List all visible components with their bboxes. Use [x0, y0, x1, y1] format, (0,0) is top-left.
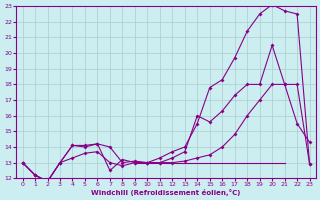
X-axis label: Windchill (Refroidissement éolien,°C): Windchill (Refroidissement éolien,°C) [92, 189, 241, 196]
